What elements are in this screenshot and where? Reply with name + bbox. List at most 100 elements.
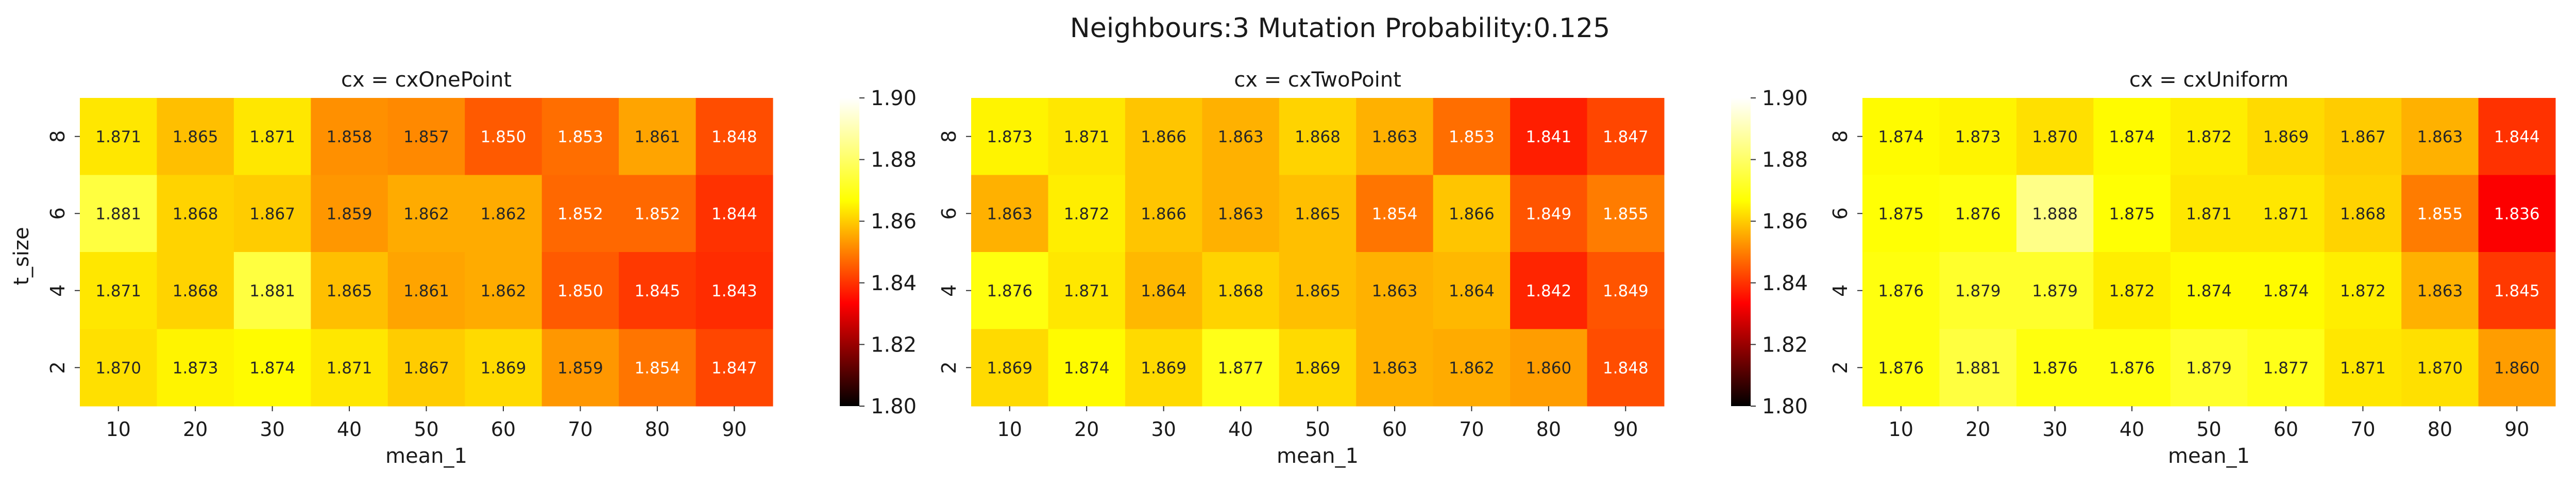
heatmap-cell	[971, 98, 1048, 175]
figure-title: Neighbours:3 Mutation Probability:0.125	[1070, 13, 1610, 44]
cell-value-label: 1.871	[95, 282, 141, 300]
heatmap-cell	[1862, 175, 1940, 253]
x-tick-label: 50	[414, 418, 438, 441]
heatmap-cell	[157, 252, 234, 329]
y-tick-label: 2	[46, 361, 69, 374]
heatmap-cell	[1048, 175, 1126, 253]
heatmap-cell	[1939, 98, 2017, 175]
heatmap-cell	[1433, 329, 1511, 407]
heatmap-cell	[541, 252, 619, 329]
heatmap-cell	[157, 329, 234, 407]
heatmap-cell	[2093, 98, 2171, 175]
cell-value-label: 1.872	[2340, 282, 2386, 300]
cell-value-label: 1.863	[1218, 205, 1264, 223]
heatmap-panel-1: cx = cxOnePoint 1.871 1.865 1.871 1.858 1.857…	[10, 68, 917, 468]
heatmap-cell	[971, 329, 1048, 407]
x-tick-label: 70	[568, 418, 592, 441]
heatmap-cell	[1862, 329, 1940, 407]
heatmap-cell	[157, 175, 234, 253]
colorbar-tick-label: 1.86	[1762, 210, 1808, 233]
cell-value-label: 1.869	[1295, 359, 1341, 377]
cell-value-label: 1.869	[2263, 128, 2309, 146]
cell-value-label: 1.855	[1603, 205, 1649, 223]
heatmap-cell	[1510, 98, 1588, 175]
x-tick-label: 80	[2428, 418, 2452, 441]
cell-value-label: 1.879	[2032, 282, 2078, 300]
heatmap-cell	[2324, 98, 2402, 175]
heatmap-cell	[80, 252, 157, 329]
cell-value-label: 1.869	[1141, 359, 1187, 377]
cell-value-label: 1.871	[327, 359, 372, 377]
heatmap-cell	[2324, 252, 2402, 329]
heatmap-cell	[541, 329, 619, 407]
cell-value-label: 1.876	[1878, 359, 1924, 377]
x-tick-label: 70	[1459, 418, 1484, 441]
cell-value-label: 1.866	[1141, 128, 1187, 146]
cell-value-label: 1.869	[987, 359, 1032, 377]
heatmap-cell	[1356, 98, 1434, 175]
colorbar-tick-label: 1.84	[871, 272, 917, 295]
cell-value-label: 1.865	[327, 282, 372, 300]
cell-value-label: 1.863	[987, 205, 1032, 223]
cell-value-label: 1.881	[249, 282, 295, 300]
heatmap-cell	[2324, 175, 2402, 253]
cell-value-label: 1.881	[1955, 359, 2001, 377]
x-tick-label: 50	[2196, 418, 2221, 441]
heatmap-cell	[465, 329, 543, 407]
cell-value-label: 1.888	[2032, 205, 2078, 223]
cell-value-label: 1.849	[1603, 282, 1649, 300]
cell-value-label: 1.868	[1218, 282, 1264, 300]
cell-value-label: 1.868	[2340, 205, 2386, 223]
heatmap-cell	[1939, 175, 2017, 253]
cell-value-label: 1.871	[2186, 205, 2232, 223]
x-tick-label: 30	[2042, 418, 2067, 441]
cell-value-label: 1.843	[711, 282, 757, 300]
heatmap-cell	[2247, 175, 2325, 253]
cell-value-label: 1.845	[634, 282, 680, 300]
cell-value-label: 1.879	[2186, 359, 2232, 377]
heatmap-cell	[1862, 252, 1940, 329]
heatmap-panel-3: cx = cxUniform 1.874 1.873 1.870 1.874 1.872 1…	[1829, 68, 2556, 468]
y-tick-label: 8	[1829, 130, 1852, 143]
heatmap-cell	[1356, 175, 1434, 253]
cell-value-label: 1.867	[403, 359, 449, 377]
cell-value-label: 1.855	[2417, 205, 2463, 223]
x-tick-label: 60	[2274, 418, 2298, 441]
cell-value-label: 1.860	[2494, 359, 2540, 377]
heatmap-cell	[2170, 252, 2248, 329]
cell-value-label: 1.870	[2032, 128, 2078, 146]
heatmap-cell	[1125, 252, 1202, 329]
colorbar-tick-label: 1.88	[1762, 148, 1808, 172]
heatmap-cell	[80, 175, 157, 253]
cell-value-label: 1.862	[403, 205, 449, 223]
heatmap-cell	[2478, 98, 2556, 175]
heatmap-cell	[2016, 98, 2094, 175]
cell-value-label: 1.848	[711, 128, 757, 146]
heatmap-cell	[1356, 252, 1434, 329]
cell-value-label: 1.876	[2032, 359, 2078, 377]
colorbar-tick-label: 1.82	[871, 333, 917, 357]
colorbar-tick-label: 1.80	[1762, 395, 1808, 418]
heatmap-cell	[1279, 98, 1357, 175]
x-tick-label: 40	[337, 418, 362, 441]
heatmap-cell	[1125, 329, 1202, 407]
heatmap-cell	[2016, 252, 2094, 329]
cell-value-label: 1.861	[403, 282, 449, 300]
heatmap-cell	[157, 98, 234, 175]
y-tick-label: 6	[1829, 207, 1852, 220]
cell-value-label: 1.863	[1372, 128, 1418, 146]
heatmap-cell	[233, 175, 311, 253]
heatmap-cell	[619, 175, 697, 253]
heatmap-cell	[2478, 329, 2556, 407]
heatmap-cell	[1202, 175, 1280, 253]
colorbar-tick-label: 1.90	[871, 87, 917, 110]
x-tick-label: 90	[722, 418, 747, 441]
heatmap-cell	[619, 329, 697, 407]
cell-value-label: 1.868	[173, 282, 218, 300]
heatmap-cell	[971, 175, 1048, 253]
heatmap-cell	[80, 329, 157, 407]
cell-value-label: 1.871	[2340, 359, 2386, 377]
heatmap-cell	[387, 252, 465, 329]
cell-value-label: 1.871	[1064, 282, 1110, 300]
heatmap-cell	[1510, 329, 1588, 407]
